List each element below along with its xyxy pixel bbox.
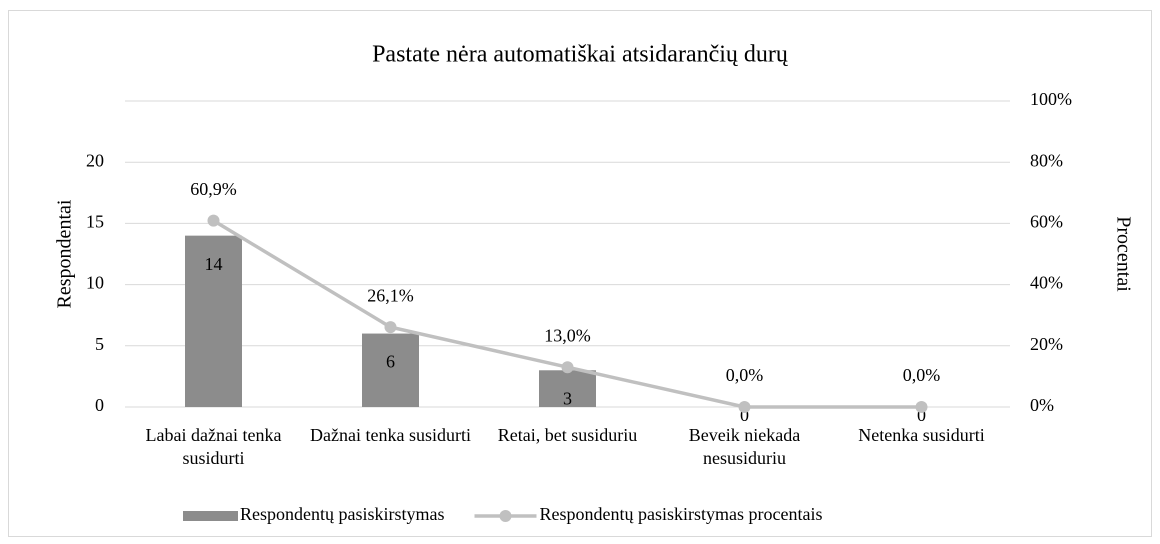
y2-tick-label: 40%	[1030, 273, 1063, 293]
x-tick-label: Dažnai tenka susidurti	[310, 425, 471, 445]
line-value-label: 0,0%	[903, 365, 941, 385]
x-tick-label: Beveik niekada nesusiduriu	[688, 425, 801, 468]
y2-tick-label: 20%	[1030, 334, 1063, 354]
legend-marker	[499, 510, 512, 522]
legend-label: Respondentų pasiskirstymas procentais	[540, 504, 823, 524]
y-tick-label: 10	[86, 273, 104, 293]
y2-tick-label: 0%	[1030, 395, 1054, 415]
bar	[539, 370, 596, 407]
chart-title: Pastate nėra automatiškai atsidarančių d…	[372, 42, 789, 68]
line-marker	[384, 321, 397, 334]
line-value-label: 0,0%	[726, 365, 764, 385]
bar-value-label: 6	[386, 352, 395, 372]
line-marker	[915, 401, 928, 413]
x-tick-label: Labai dažnai tenka susidurti	[145, 425, 282, 468]
y2-tick-label: 60%	[1030, 212, 1063, 232]
legend-label: Respondentų pasiskirstymas	[240, 504, 445, 524]
bar-value-label: 14	[205, 254, 223, 274]
bar-value-label: 0	[917, 405, 926, 425]
bar-value-label: 3	[563, 388, 572, 408]
x-tick-label: Retai, bet susiduriu	[497, 425, 638, 445]
legend-swatch	[183, 511, 238, 521]
y-tick-label: 5	[95, 334, 104, 354]
line-marker	[561, 361, 574, 374]
line-value-label: 60,9%	[190, 179, 237, 199]
bar	[185, 235, 242, 407]
line-value-label: 26,1%	[367, 285, 414, 305]
x-tick-label: Netenka susidurti	[858, 425, 985, 445]
y2-tick-label: 100%	[1030, 89, 1072, 109]
line-value-label: 13,0%	[544, 325, 591, 345]
y2-axis-title: Procentai	[1112, 216, 1134, 292]
y-tick-label: 0	[95, 395, 104, 415]
y-tick-label: 15	[86, 212, 104, 232]
y-axis-title: Respondentai	[54, 199, 76, 308]
bar	[362, 333, 419, 407]
y2-tick-label: 80%	[1030, 150, 1063, 170]
line-marker	[738, 401, 751, 413]
y-tick-label: 20	[86, 150, 104, 170]
line-marker	[207, 214, 220, 227]
bar-value-label: 0	[740, 405, 749, 425]
